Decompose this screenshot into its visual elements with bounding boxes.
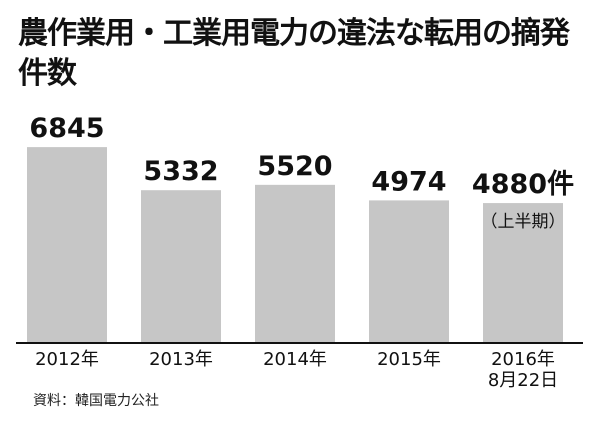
value-labels: 6845 5332 5520 4974 4880件 <box>29 113 574 200</box>
x-tick-label-2: 2014年 <box>263 349 327 370</box>
annotation-0: （上半期） <box>481 212 566 232</box>
x-tick-label-3: 2015年 <box>377 349 441 370</box>
bar-4 <box>483 203 563 342</box>
bar-2 <box>255 184 335 342</box>
bars-group <box>27 147 563 342</box>
value-label-0: 6845 <box>29 113 104 144</box>
bar-0 <box>27 147 107 342</box>
chart-title: 農作業用・工業用電力の違法な転用の摘発件数 <box>18 16 570 91</box>
bar-1 <box>141 190 221 342</box>
annotations: （上半期） <box>481 212 566 232</box>
bar-3 <box>369 200 449 342</box>
x-axis-labels: 2012年 2013年 2014年 2015年 2016年 8月22日 <box>35 349 558 391</box>
value-label-1: 5332 <box>143 156 218 187</box>
value-label-4: 4880件 <box>472 169 574 200</box>
x-tick-label-0: 2012年 <box>35 349 99 370</box>
value-label-2: 5520 <box>257 151 332 182</box>
x-tick-label-4: 2016年 8月22日 <box>488 349 558 391</box>
value-label-3: 4974 <box>371 166 446 197</box>
x-tick-label-1: 2013年 <box>149 349 213 370</box>
source-note: 資料：韓国電力公社 <box>33 393 159 409</box>
